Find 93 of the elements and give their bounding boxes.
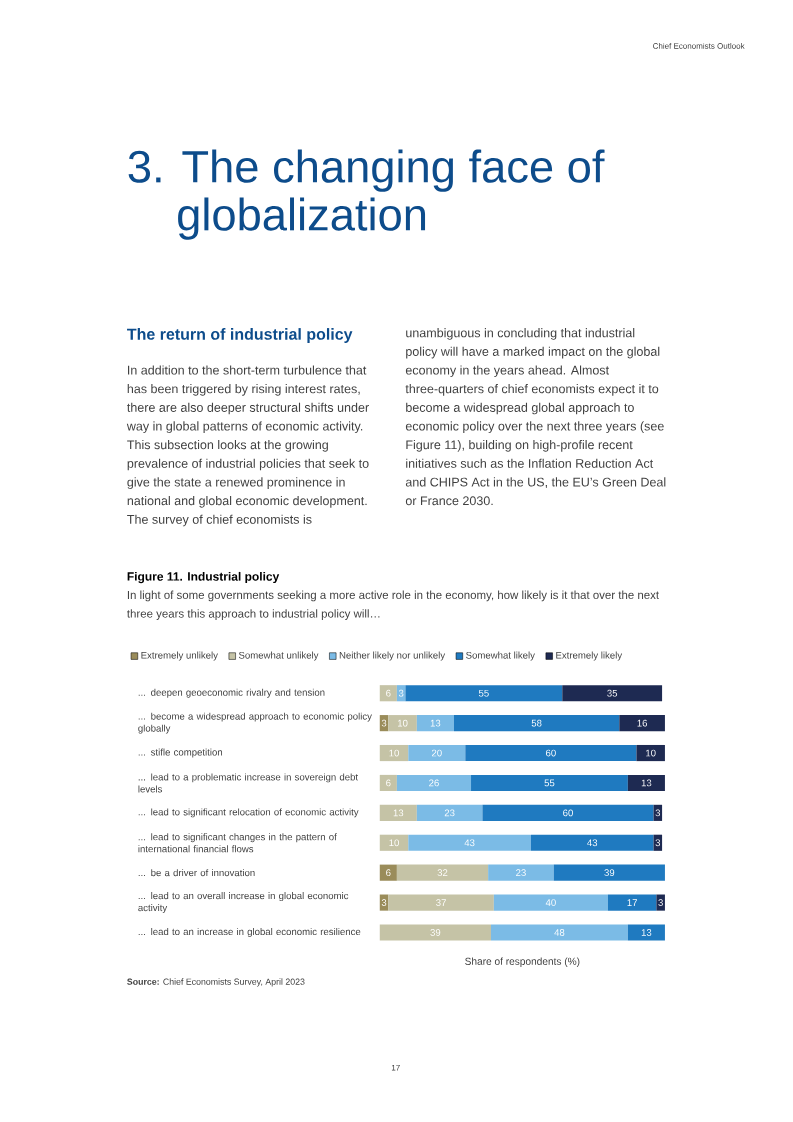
bar — [408, 744, 466, 762]
data-label: 60 — [563, 809, 573, 817]
data-label: 35 — [607, 689, 618, 697]
data-label: 17 — [627, 899, 638, 906]
bar — [379, 924, 492, 941]
bar — [416, 804, 483, 821]
data-label: 40 — [545, 899, 556, 906]
text: 3. The changing face of globalization — [128, 149, 605, 240]
data-label: 23 — [516, 869, 526, 877]
y-tick-label: ... be a driver of innovation — [138, 869, 255, 877]
data-label: 13 — [641, 779, 652, 787]
legend-label: Extremely likely — [556, 651, 623, 661]
data-label: 6 — [386, 779, 391, 787]
data-label: 55 — [478, 689, 489, 697]
bar — [491, 924, 628, 941]
data-label: 3 — [655, 809, 661, 817]
data-label: 20 — [432, 749, 442, 757]
legend-label: Extremely unlikely — [141, 651, 219, 661]
y-tick-label: ... lead to significant changes in the pattern of international financial flows — [138, 833, 337, 853]
bar — [379, 834, 409, 851]
x-axis-title: Share of respondents (%) — [465, 957, 580, 967]
data-label: 13 — [641, 929, 652, 936]
bar — [408, 834, 531, 851]
data-label: 3 — [655, 839, 661, 847]
data-label: 32 — [437, 869, 448, 877]
legend-label: Neither likely nor unlikely — [339, 651, 446, 661]
chart-subtitle: In light of some governments seeking a more active role in the economy, how likely is it that over the next three years this approach to industrial policy will… — [127, 590, 660, 620]
data-label: 3 — [381, 899, 387, 906]
text: Chief Economists Outlook — [653, 42, 745, 49]
bar — [627, 774, 665, 792]
data-label: 3 — [381, 719, 387, 727]
bar — [482, 804, 654, 821]
bar — [471, 774, 628, 792]
bar — [619, 715, 665, 732]
bar — [379, 774, 397, 792]
data-label: 55 — [544, 779, 555, 787]
bar — [396, 864, 489, 881]
legend-label: Somewhat unlikely — [239, 651, 319, 661]
bar — [388, 715, 417, 732]
bar — [627, 924, 665, 941]
data-label: 39 — [604, 869, 615, 877]
text: In addition to the short-term turbulence that has been triggered by rising interest rates, there are also deeper structural shifts under way in global patterns of economic activity. This subsection looks at the growing prevalence of industrial policies that seek to give the state a renewed prominence in national and global economic development. The survey of chief economists is — [126, 365, 369, 527]
bar — [453, 715, 620, 732]
y-tick-label: ... become a widespread approach to economic policy globally — [138, 712, 372, 734]
bar — [379, 685, 397, 702]
data-label: 39 — [430, 929, 441, 936]
data-label: 60 — [546, 749, 556, 757]
bar — [493, 894, 608, 911]
text: The return of industrial policy — [127, 328, 353, 343]
bar — [416, 715, 454, 732]
data-label: 3 — [398, 689, 404, 697]
y-tick-label: ... lead to a problematic increase in sovereign debt levels — [138, 773, 359, 793]
data-label: 37 — [436, 899, 446, 906]
bar — [405, 685, 563, 702]
y-tick-label: ... lead to an overall increase in global economic activity — [138, 892, 349, 914]
data-label: 48 — [554, 929, 565, 936]
bar — [379, 864, 397, 881]
y-tick-label: ... stifle competition — [138, 748, 223, 758]
data-label: 10 — [646, 749, 656, 757]
data-label: 6 — [386, 869, 391, 877]
bar — [553, 864, 665, 881]
bar — [636, 744, 665, 762]
data-label: 43 — [464, 839, 475, 847]
bar — [656, 894, 665, 911]
data-label: 13 — [393, 809, 404, 817]
data-label: 58 — [531, 719, 542, 727]
text: unambiguous in concluding that industrial policy will have a marked impact on the global economy in the years ahead. Almost three-quarters of chief economists expect it to become a widespread global approach to economic policy over the next three years (see Figure 11), building on high-profile recent initiatives such as the Inflation Reduction Act and CHIPS Act in the US, the EU’s Green Deal or France 2030. — [405, 328, 666, 506]
data-label: 10 — [398, 719, 408, 727]
data-label: 6 — [386, 689, 391, 697]
data-label: 43 — [587, 839, 598, 847]
y-tick-label: ... lead to an increase in global economic resilience — [138, 928, 361, 937]
data-label: 13 — [430, 719, 441, 727]
bar — [488, 864, 554, 881]
legend-label: Somewhat likely — [466, 651, 535, 661]
data-label: 10 — [389, 749, 400, 757]
text: Source: Chief Economists Survey, April 2023 — [127, 978, 305, 987]
data-label: 10 — [389, 839, 400, 847]
data-label: 16 — [637, 719, 648, 727]
bar — [379, 804, 417, 821]
bar — [388, 894, 494, 911]
y-tick-label: ... deepen geoeconomic rivalry and tension — [138, 688, 325, 698]
bar — [607, 894, 657, 911]
y-tick-label: ... lead to significant relocation of economic activity — [138, 808, 359, 818]
text: Figure 11. Industrial policy — [127, 571, 280, 584]
data-label: 3 — [658, 899, 663, 906]
bar — [379, 744, 409, 762]
data-label: 26 — [429, 779, 439, 787]
bar — [396, 774, 472, 792]
bar — [465, 744, 637, 762]
bar — [530, 834, 654, 851]
data-label: 23 — [444, 809, 455, 817]
text: 17 — [391, 1064, 400, 1071]
bar — [562, 685, 663, 702]
